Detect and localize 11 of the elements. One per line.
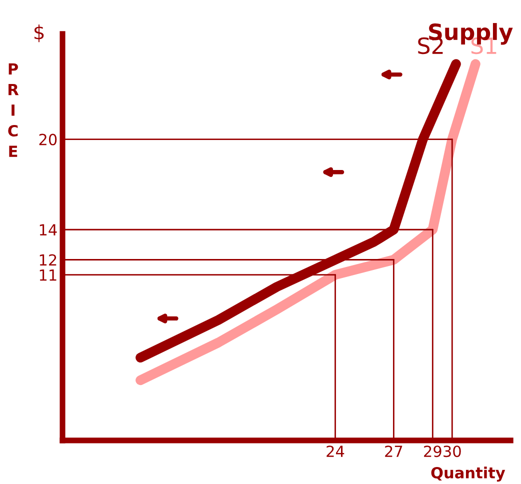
y-axis-title: PRICE bbox=[8, 63, 19, 157]
x-tick-label: 27 bbox=[385, 446, 402, 457]
x-axis-title: Quantity bbox=[431, 466, 506, 482]
y-tick-label: 11 bbox=[40, 269, 56, 281]
y-tick-label: 12 bbox=[40, 254, 56, 266]
y-tick-label: 20 bbox=[39, 134, 57, 146]
x-tick-label: 30 bbox=[444, 446, 461, 458]
x-tick-label: 29 bbox=[424, 446, 442, 458]
x-tick-label: 24 bbox=[326, 446, 344, 457]
text: $ bbox=[34, 24, 44, 42]
y-tick-label: 14 bbox=[40, 224, 57, 236]
